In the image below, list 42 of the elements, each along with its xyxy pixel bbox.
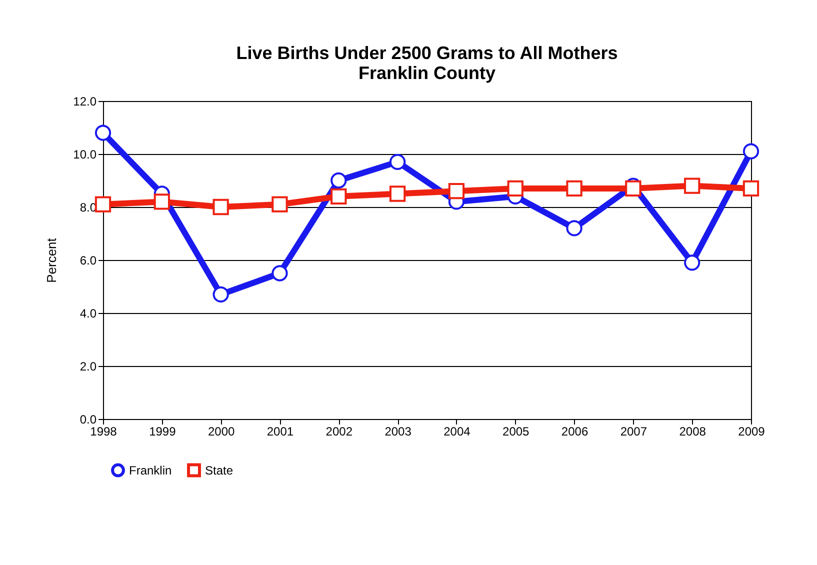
y-tick-label: 4.0 — [80, 306, 97, 320]
point — [212, 286, 229, 303]
point — [566, 180, 582, 197]
y-tick-label: 2.0 — [80, 360, 97, 374]
point — [684, 254, 700, 271]
chart-title: Live Births Under 2500 Grams to All Mothers Franklin County — [236, 43, 618, 83]
x-tick-label: 2004 — [444, 424, 471, 438]
point — [566, 220, 582, 236]
point — [330, 172, 347, 189]
y-tick-label: 0.0 — [80, 412, 97, 426]
point — [448, 183, 465, 200]
point — [389, 154, 406, 170]
point — [742, 180, 760, 197]
y-tick-label: 12.0 — [73, 94, 97, 108]
x-tick-label: 2005 — [502, 424, 530, 438]
point — [94, 124, 112, 141]
point — [625, 180, 642, 197]
point — [389, 186, 406, 202]
point — [742, 143, 760, 160]
point — [212, 198, 229, 216]
y-axis-title: Percent — [44, 238, 60, 283]
point — [272, 196, 288, 212]
x-tick-label: 2003 — [384, 424, 412, 438]
x-tick-label: 2009 — [738, 424, 766, 438]
y-tick-label: 6.0 — [80, 254, 97, 268]
point — [154, 194, 170, 210]
x-tick-label: 2008 — [679, 424, 706, 438]
point — [330, 188, 347, 204]
x-tick-label: 2006 — [561, 424, 588, 438]
x-tick-label: 2007 — [620, 424, 648, 438]
point — [507, 180, 524, 197]
x-tick-label: 1998 — [90, 424, 118, 438]
x-tick-label: 2000 — [208, 424, 235, 438]
point — [272, 265, 288, 282]
x-tick-label: 2001 — [266, 424, 294, 438]
legend-label: State — [205, 463, 234, 478]
point — [94, 196, 112, 212]
legend-label: Franklin — [129, 463, 172, 478]
x-tick-label: 1999 — [149, 424, 176, 438]
y-tick-label: 10.0 — [73, 148, 97, 162]
x-tick-label: 2002 — [326, 424, 353, 438]
point — [684, 178, 700, 194]
